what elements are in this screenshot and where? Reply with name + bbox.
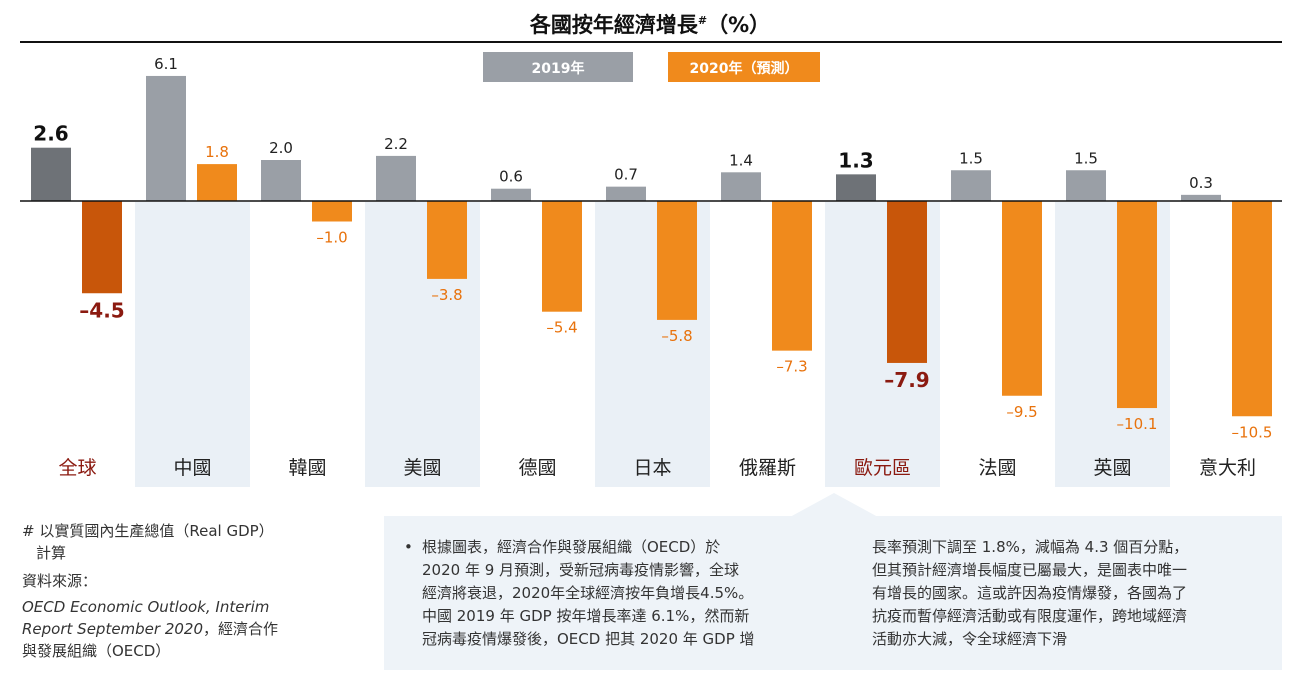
value-label-2020: –10.1 (1117, 415, 1158, 433)
bar-2019 (1181, 194, 1221, 201)
value-label-2019: 6.1 (154, 55, 178, 73)
source-line3: 與發展組織（OECD） (22, 642, 171, 660)
value-label-2019: 2.6 (33, 122, 68, 146)
value-labels: 2.6 –4.5 6.1 1.8 2.0 –1.0 2.2 –3.8 0.6 –5.4 0.7 –5.… (33, 55, 1272, 441)
footnote-basis-cont: 計算 (36, 544, 67, 562)
bar-2019 (721, 172, 761, 201)
bar-2019 (951, 170, 991, 201)
bar-2020 (312, 201, 352, 222)
bullet-icon: • (404, 538, 413, 556)
category-label: 德國 (518, 457, 556, 479)
value-label-2020: –5.4 (546, 319, 577, 337)
analysis-line: 經濟將衰退，2020年全球經濟按年負增長4.5%。 (422, 584, 754, 602)
legend-label-2020: 2020年（預測） (690, 60, 799, 77)
bar-2020 (82, 201, 122, 294)
legend: 2019年 2020年（預測） (483, 52, 820, 82)
bar-2019 (376, 155, 416, 201)
bar-2020 (197, 164, 237, 201)
legend-label-2019: 2019年 (532, 60, 585, 77)
value-label-2019: 2.0 (269, 139, 293, 157)
category-label: 韓國 (288, 457, 326, 479)
bar-2020 (657, 201, 697, 320)
value-label-2019: 0.6 (499, 168, 523, 186)
bar-2019 (146, 75, 186, 201)
analysis-line: 2020 年 9 月預測，受新冠病毒疫情影響，全球 (422, 561, 740, 579)
category-label: 法國 (978, 457, 1016, 479)
analysis-line: 抗疫而暫停經濟活動或有限度運作，跨地域經濟 (872, 607, 1188, 625)
bars (31, 75, 1272, 417)
category-label: 歐元區 (854, 457, 911, 479)
source-title-italic: Report September 2020 (22, 620, 204, 638)
value-label-2019: 0.7 (614, 166, 638, 184)
source-title-line1: OECD Economic Outlook, Interim (22, 598, 270, 616)
source-publisher: ，經濟合作 (203, 620, 279, 638)
category-label: 日本 (633, 457, 671, 479)
bar-2019 (491, 188, 531, 201)
analysis-line: 冠病毒疫情爆發後，OECD 把其 2020 年 GDP 增 (422, 630, 755, 648)
bar-2019 (31, 147, 71, 201)
value-label-2020: –1.0 (316, 229, 347, 247)
value-label-2019: 2.2 (384, 135, 408, 153)
value-label-2019: 1.3 (838, 148, 873, 172)
value-label-2019: 1.5 (959, 149, 983, 167)
value-label-2020: 1.8 (205, 143, 229, 161)
value-label-2020: –3.8 (431, 286, 462, 304)
infobox-pointer (790, 493, 878, 517)
value-label-2020: –7.3 (776, 358, 807, 376)
analysis-line: 有增長的國家。這或許因為疫情爆發，各國為了 (872, 584, 1188, 602)
bar-2020 (1117, 201, 1157, 409)
value-label-2019: 0.3 (1189, 174, 1213, 192)
analysis-column-1: • 根據圖表，經濟合作與發展組織（OECD）於 2020 年 9 月預測，受新冠… (404, 536, 824, 651)
bar-2019 (261, 160, 301, 201)
analysis-line: 長率預測下調至 1.8%，減幅為 4.3 個百分點， (872, 538, 1189, 556)
analysis-line: 中國 2019 年 GDP 按年增長率達 6.1%，然而新 (422, 607, 750, 625)
analysis-line: 根據圖表，經濟合作與發展組織（OECD）於 (422, 538, 721, 556)
category-labels: 全球 中國 韓國 美國 德國 日本 俄羅斯 歐元區 法國 英國 意大利 (58, 457, 1256, 479)
value-label-2020: –4.5 (79, 298, 124, 322)
value-label-2020: –7.9 (884, 368, 929, 392)
category-label: 意大利 (1199, 457, 1256, 479)
bar-2020 (542, 201, 582, 312)
bar-2019 (606, 186, 646, 201)
bar-2020 (427, 201, 467, 279)
source-label: 資料來源： (22, 572, 98, 590)
analysis-column-2: 長率預測下調至 1.8%，減幅為 4.3 個百分點， 但其預計經濟增長幅度已屬最… (872, 536, 1267, 651)
source-title-line2: Report September 2020，經濟合作 (22, 618, 352, 640)
analysis-line: 但其預計經濟增長幅度已屬最大，是圖表中唯一 (872, 561, 1188, 579)
bar-2019 (836, 174, 876, 201)
value-label-2019: 1.4 (729, 151, 753, 169)
footnote: # 以實質國內生產總值（Real GDP） 計算 資料來源： OECD Econ… (22, 520, 352, 662)
gdp-growth-chart: 各國按年經濟增長#（%） 2019年 2020年（預測） 2.6 –4.5 6.1 1… (20, 13, 1282, 487)
footnote-basis: # 以實質國內生產總值（Real GDP） (22, 522, 274, 540)
bar-2019 (1066, 170, 1106, 201)
legend-swatch-2020 (668, 52, 820, 82)
category-label: 俄羅斯 (739, 457, 796, 479)
chart-title: 各國按年經濟增長#（%） (529, 13, 770, 37)
category-label: 中國 (173, 457, 211, 479)
category-label: 英國 (1093, 457, 1131, 479)
bar-2020 (1232, 201, 1272, 417)
value-label-2020: –10.5 (1232, 423, 1273, 441)
value-label-2019: 1.5 (1074, 149, 1098, 167)
analysis-line: 活動亦大減，令全球經濟下滑 (872, 630, 1068, 648)
value-label-2020: –5.8 (661, 327, 692, 345)
bar-2020 (1002, 201, 1042, 396)
category-label: 美國 (403, 457, 441, 479)
bar-2020 (772, 201, 812, 351)
legend-swatch-2019 (483, 52, 633, 82)
category-label: 全球 (58, 457, 96, 479)
category-band (135, 202, 250, 487)
bar-2020 (887, 201, 927, 363)
value-label-2020: –9.5 (1006, 403, 1037, 421)
analysis-infobox: • 根據圖表，經濟合作與發展組織（OECD）於 2020 年 9 月預測，受新冠… (384, 516, 1282, 670)
